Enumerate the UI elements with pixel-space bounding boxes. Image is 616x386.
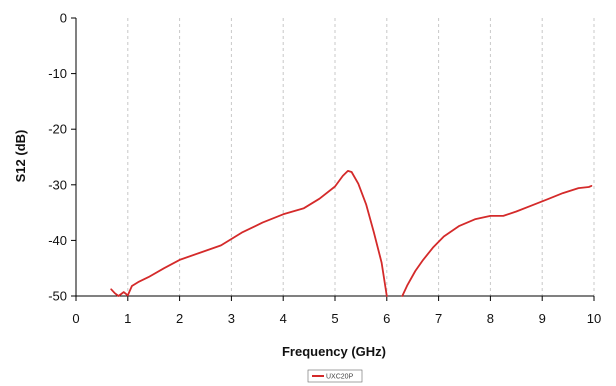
x-tick-label: 5 <box>331 311 338 326</box>
y-tick-label: -20 <box>48 122 67 137</box>
y-tick-label: 0 <box>60 11 67 26</box>
plot-series <box>110 169 593 297</box>
x-tick-label: 10 <box>587 311 601 326</box>
legend: UXC20P <box>307 369 363 383</box>
grid-lines <box>127 18 595 296</box>
series-line-segment <box>110 169 388 297</box>
legend-box <box>307 369 363 383</box>
legend-label: UXC20P <box>326 374 354 381</box>
x-tick-label: 6 <box>383 311 390 326</box>
x-tick-label: 9 <box>539 311 546 326</box>
tick-labels: 0 -10 -20 -30 -40 -50 0 1 2 3 4 5 6 7 8 9 10 <box>48 11 601 327</box>
x-axis-title: Frequency (GHz) <box>282 344 386 359</box>
x-tick-label: 8 <box>487 311 494 326</box>
y-axis-title: S12 (dB) <box>13 130 28 183</box>
y-tick-label: -10 <box>48 66 67 81</box>
y-tick-label: -50 <box>48 289 67 304</box>
x-tick-label: 3 <box>228 311 235 326</box>
axes <box>71 17 595 301</box>
x-tick-label: 7 <box>435 311 442 326</box>
x-tick-label: 2 <box>176 311 183 326</box>
x-tick-label: 4 <box>280 311 287 326</box>
series-line-segment <box>401 184 593 297</box>
x-tick-label: 0 <box>72 311 79 326</box>
x-tick-label: 1 <box>124 311 131 326</box>
y-tick-label: -30 <box>48 177 67 192</box>
y-tick-label: -40 <box>48 233 67 248</box>
